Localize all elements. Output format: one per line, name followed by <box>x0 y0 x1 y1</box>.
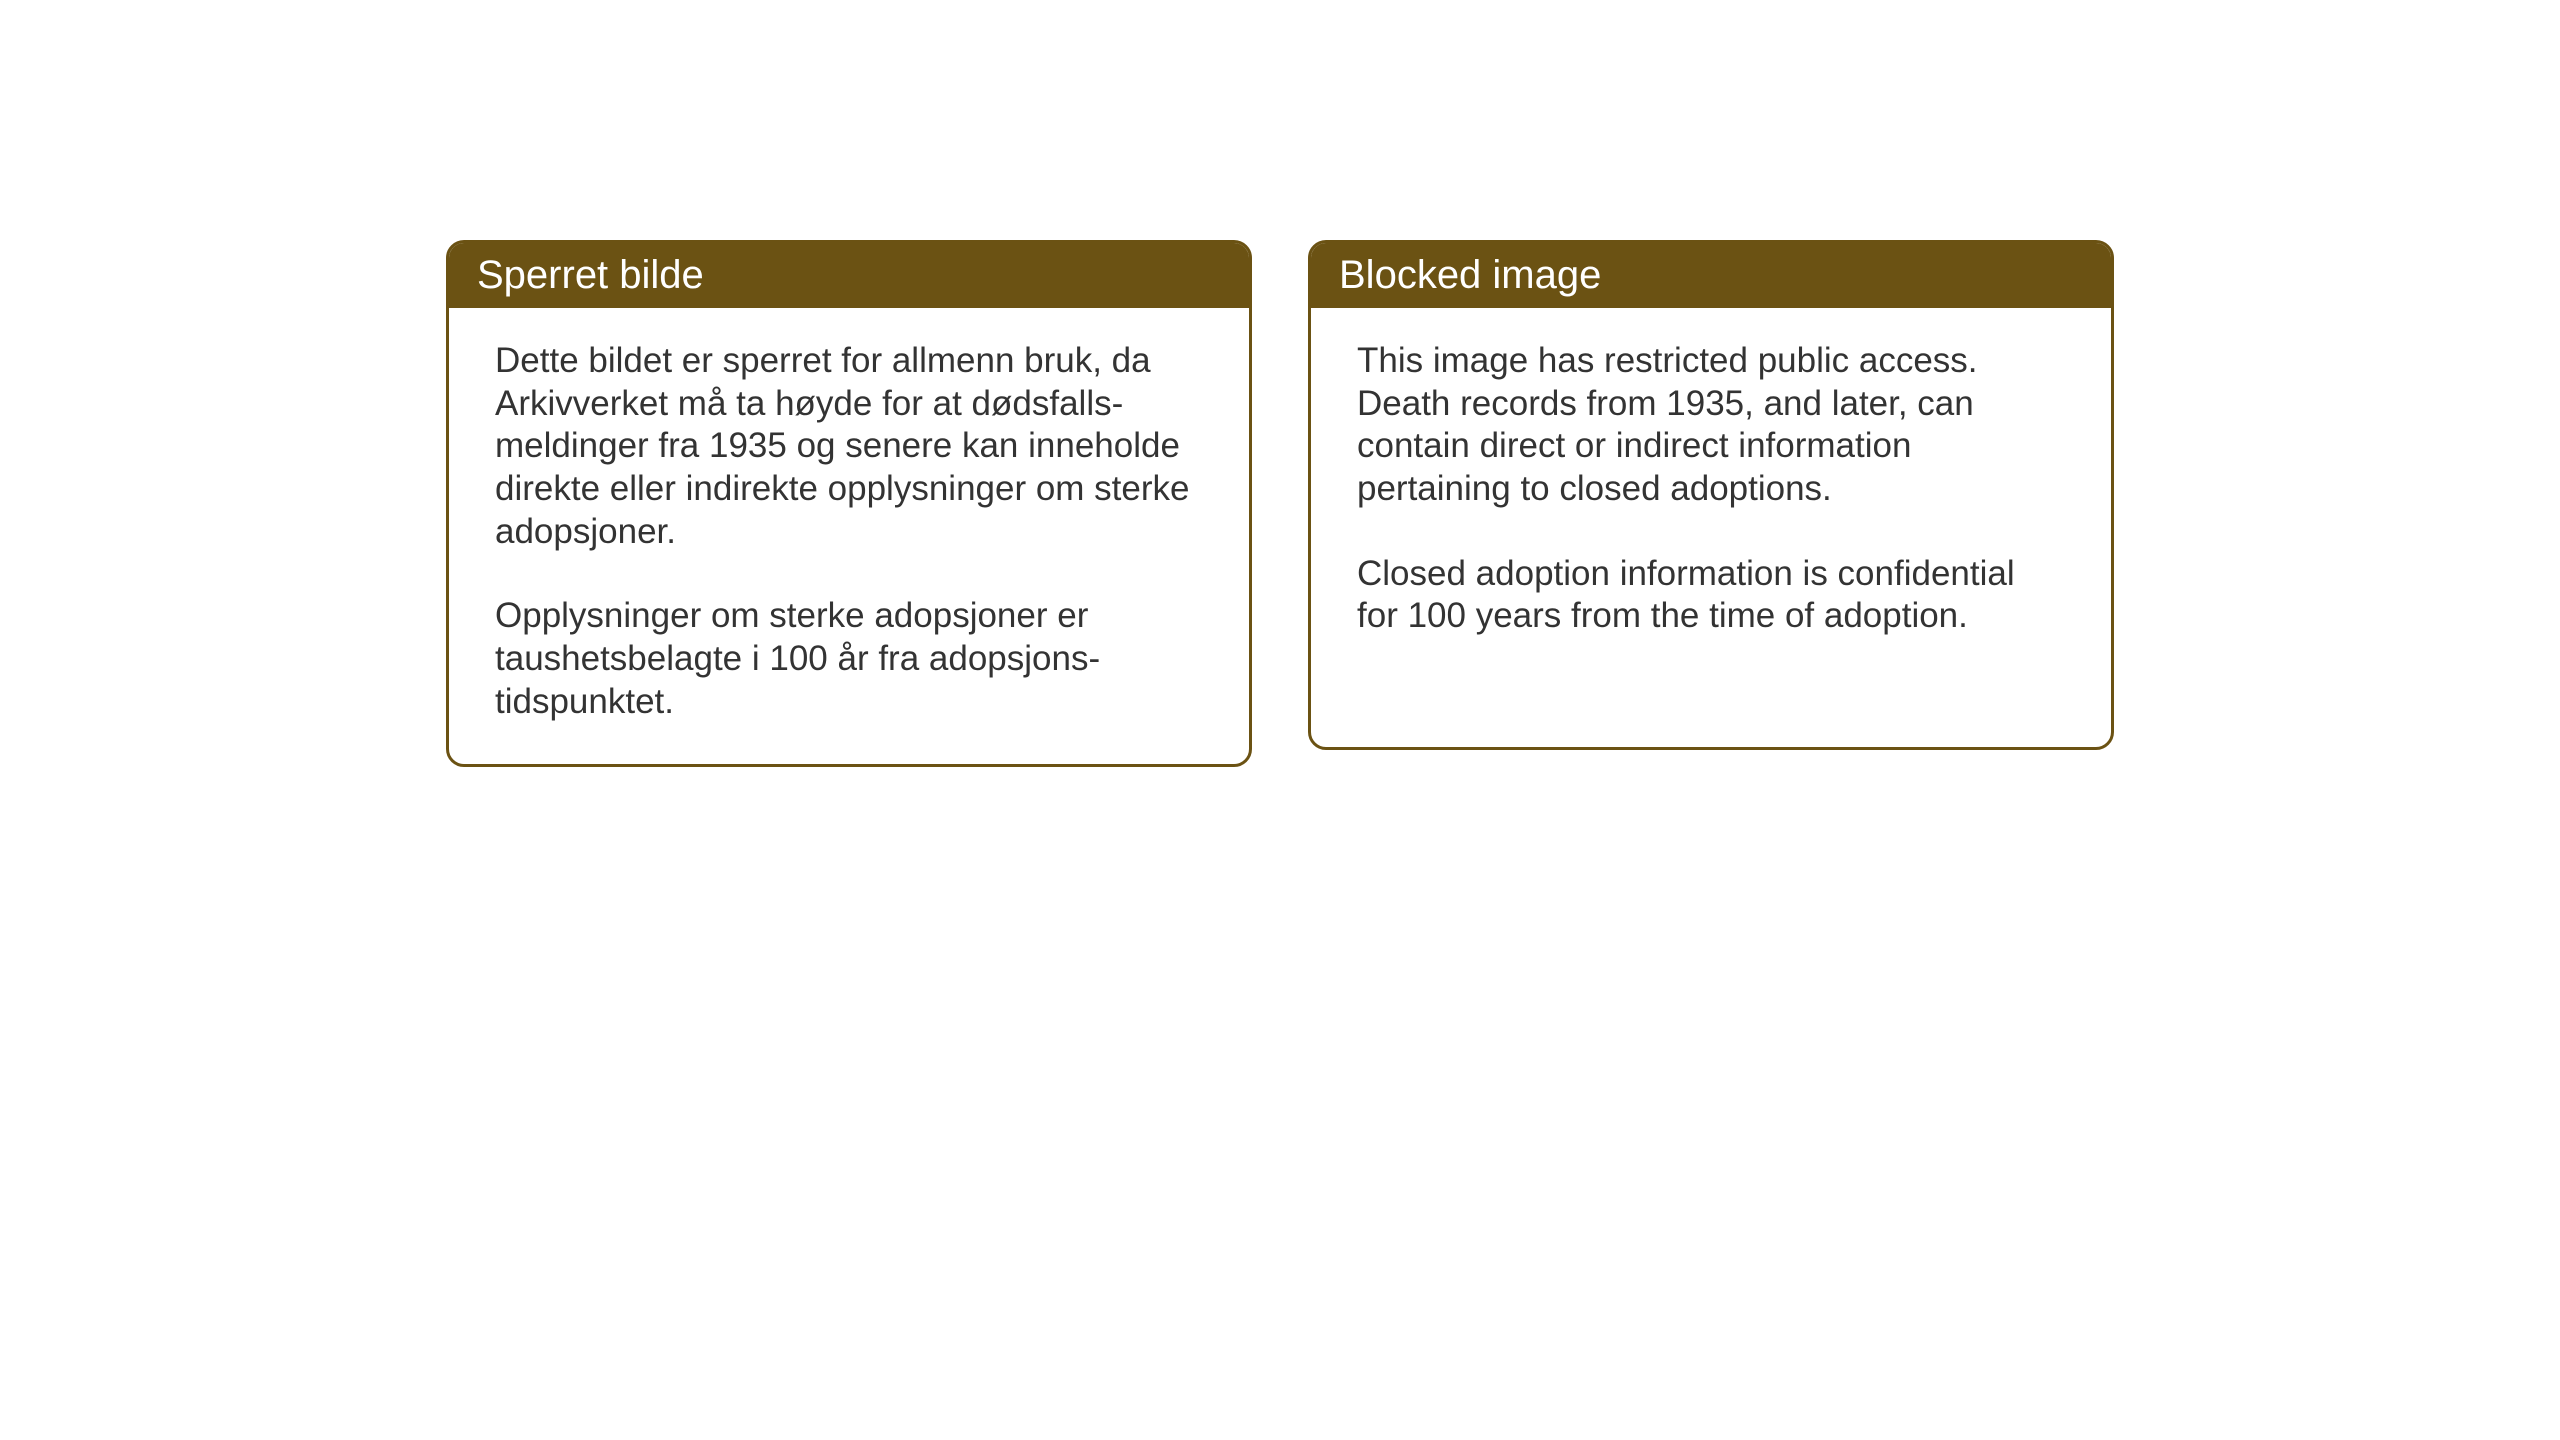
norwegian-paragraph-1: Dette bildet er sperret for allmenn bruk… <box>495 340 1203 553</box>
norwegian-card-title: Sperret bilde <box>449 243 1249 308</box>
english-paragraph-2: Closed adoption information is confident… <box>1357 553 2065 638</box>
norwegian-paragraph-2: Opplysninger om sterke adopsjoner er tau… <box>495 595 1203 723</box>
english-notice-card: Blocked image This image has restricted … <box>1308 240 2114 750</box>
english-card-title: Blocked image <box>1311 243 2111 308</box>
english-paragraph-1: This image has restricted public access.… <box>1357 340 2065 511</box>
notice-container: Sperret bilde Dette bildet er sperret fo… <box>446 240 2114 767</box>
english-card-body: This image has restricted public access.… <box>1311 308 2111 678</box>
norwegian-notice-card: Sperret bilde Dette bildet er sperret fo… <box>446 240 1252 767</box>
norwegian-card-body: Dette bildet er sperret for allmenn bruk… <box>449 308 1249 764</box>
